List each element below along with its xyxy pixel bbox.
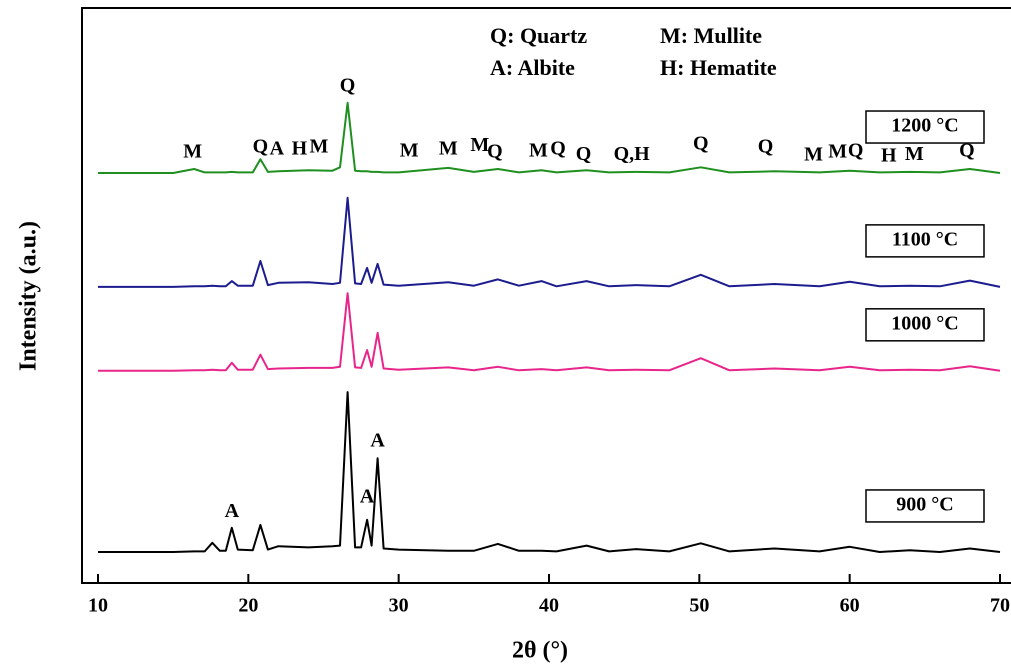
- peak-label: M: [828, 140, 847, 162]
- y-axis-label: Intensity (a.u.): [16, 221, 42, 371]
- x-tick-label: 20: [238, 595, 258, 617]
- legend-text: M: Mullite: [660, 23, 762, 48]
- legend-text: A: Albite: [490, 55, 575, 80]
- x-tick-label: 40: [539, 595, 559, 617]
- peak-label: Q: [487, 140, 503, 162]
- xrd-line: [98, 391, 1001, 553]
- peak-label: Q: [848, 139, 864, 161]
- legend-box: [865, 489, 985, 523]
- peak-label: M: [400, 139, 419, 161]
- legend-box: [865, 308, 985, 342]
- xrd-line: [98, 292, 1001, 372]
- x-tick-label: 30: [389, 595, 409, 617]
- peak-label: M: [470, 134, 489, 156]
- peak-label: A: [270, 138, 285, 160]
- peak-label: Q: [693, 132, 709, 154]
- peak-label: M: [529, 139, 548, 161]
- legend-label: 1200 °C: [891, 115, 958, 137]
- legend-label: 900 °C: [896, 494, 953, 516]
- peak-label: M: [804, 143, 823, 165]
- legend-box: [865, 224, 985, 258]
- peak-label: A: [360, 485, 375, 507]
- x-axis-label: 2θ (°): [512, 638, 568, 664]
- legend-box: [865, 110, 985, 144]
- peak-label: Q: [550, 138, 566, 160]
- legend-label: 1000 °C: [891, 312, 958, 334]
- peak-label: Q: [959, 139, 975, 161]
- legend-text: Q: Quartz: [490, 23, 587, 48]
- peak-label: Q: [340, 74, 356, 96]
- peak-label: M: [439, 138, 458, 160]
- peak-label: Q: [758, 135, 774, 157]
- xrd-line: [98, 101, 1001, 174]
- plot-frame: [81, 7, 1011, 584]
- peak-label: Q: [576, 143, 592, 165]
- peak-label: Q: [253, 135, 269, 157]
- peak-label: H: [292, 138, 308, 160]
- peak-label: M: [905, 143, 924, 165]
- peak-label: A: [370, 430, 385, 452]
- peak-label: H: [881, 145, 897, 167]
- x-tick-label: 60: [840, 595, 860, 617]
- peak-label: Q,H: [614, 143, 651, 165]
- peak-label: M: [310, 135, 329, 157]
- x-tick-label: 10: [88, 595, 108, 617]
- x-tick-label: 50: [689, 595, 709, 617]
- xrd-line: [98, 196, 1001, 288]
- x-tick-label: 70: [990, 595, 1010, 617]
- legend-text: H: Hematite: [660, 55, 777, 80]
- legend-label: 1100 °C: [892, 228, 958, 250]
- peak-label: M: [183, 140, 202, 162]
- peak-label: A: [225, 500, 240, 522]
